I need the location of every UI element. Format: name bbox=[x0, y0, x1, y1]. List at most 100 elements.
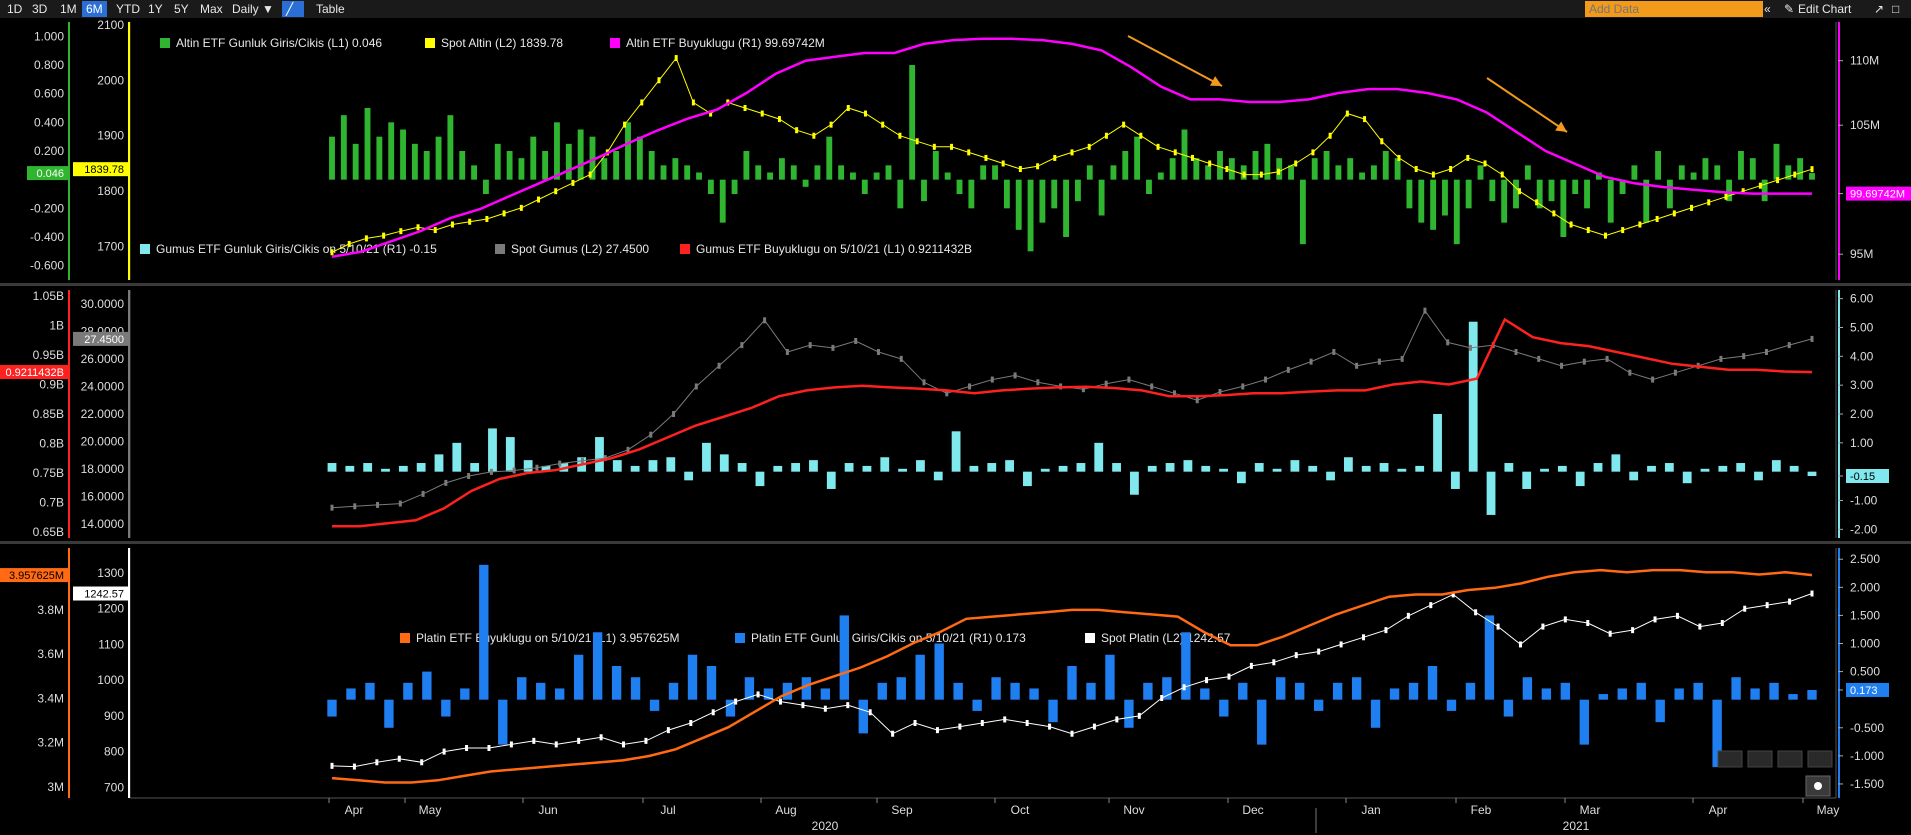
spot-candle bbox=[1025, 720, 1029, 726]
axis-tick-label: 2100 bbox=[97, 18, 124, 32]
edit-icon[interactable]: ✎ bbox=[1784, 2, 1795, 16]
axis-tick-label: 30.0000 bbox=[81, 297, 125, 311]
spot-candle bbox=[599, 734, 603, 741]
spot-candle bbox=[1081, 386, 1085, 393]
legend-entry: Spot Platin (L2) 1242.57 bbox=[1101, 631, 1231, 645]
inflow-bar bbox=[518, 158, 525, 180]
spot-candle bbox=[1127, 376, 1131, 383]
inflow-bar bbox=[536, 682, 546, 700]
spot-candle bbox=[1514, 349, 1518, 355]
range-5y-button[interactable]: 5Y bbox=[174, 2, 189, 16]
last-value-label: 1839.78 bbox=[84, 164, 124, 176]
spot-candle bbox=[1742, 353, 1746, 360]
inflow-bar bbox=[1086, 682, 1096, 700]
axis-tick-label: 0.7B bbox=[39, 496, 64, 510]
spot-candle bbox=[416, 224, 420, 231]
inflow-bar bbox=[1513, 179, 1519, 209]
popout-icon[interactable]: ↗ bbox=[1874, 2, 1885, 16]
spot-candle bbox=[854, 337, 858, 344]
spot-candle bbox=[1070, 149, 1074, 156]
spot-candle bbox=[1582, 358, 1586, 365]
spot-candle bbox=[1741, 188, 1745, 195]
inflow-bar bbox=[1754, 471, 1763, 481]
inflow-bar bbox=[826, 136, 833, 180]
spot-candle bbox=[1241, 383, 1245, 390]
chart-type-icon[interactable]: ╱ bbox=[282, 1, 304, 17]
axis-tick-label: 0.800 bbox=[34, 58, 64, 72]
inflow-bar bbox=[1308, 465, 1318, 472]
range-1y-button[interactable]: 1Y bbox=[148, 2, 163, 16]
spot-candle bbox=[1208, 160, 1212, 167]
spot-candle bbox=[1431, 171, 1435, 178]
inflow-bar bbox=[403, 682, 413, 700]
inflow-bar bbox=[934, 643, 944, 700]
panel-camera-dot bbox=[1814, 782, 1822, 790]
spot-candle bbox=[1182, 684, 1186, 691]
range-3d-button[interactable]: 3D bbox=[32, 2, 48, 16]
axis-tick-label: -1.500 bbox=[1850, 777, 1884, 791]
inflow-bar bbox=[1370, 165, 1377, 180]
axis-tick-label: 105M bbox=[1850, 118, 1880, 132]
inflow-bar bbox=[898, 468, 908, 472]
inflow-bar bbox=[1647, 465, 1656, 472]
axis-tick-label: 1B bbox=[49, 318, 64, 332]
inflow-bar bbox=[861, 179, 868, 194]
axis-bar-r1 bbox=[1838, 22, 1840, 280]
spot-candle bbox=[763, 317, 767, 324]
inflow-bar bbox=[1572, 179, 1579, 194]
inflow-bar bbox=[1051, 179, 1058, 209]
spot-candle bbox=[1018, 166, 1022, 173]
spot-candle bbox=[1569, 221, 1573, 228]
inflow-bar bbox=[565, 143, 572, 180]
year-label: 2020 bbox=[812, 819, 839, 833]
inflow-bar bbox=[1738, 151, 1744, 180]
axis-tick-label: 3.00 bbox=[1850, 378, 1874, 392]
inflow-bar bbox=[1584, 179, 1590, 209]
spot-candle bbox=[1628, 369, 1632, 376]
inflow-bar bbox=[1313, 699, 1324, 711]
inflow-bar bbox=[1427, 665, 1438, 700]
axis-tick-label: 1800 bbox=[97, 184, 124, 198]
range-1d-button[interactable]: 1D bbox=[7, 2, 23, 16]
period-dropdown[interactable]: Daily ▼ bbox=[232, 2, 274, 16]
inflow-bar bbox=[755, 471, 765, 487]
inflow-bar bbox=[1807, 689, 1817, 700]
spot-candle bbox=[958, 723, 962, 730]
range-max-button[interactable]: Max bbox=[200, 2, 223, 16]
spot-candle bbox=[1397, 154, 1401, 161]
spot-candle bbox=[1673, 369, 1677, 376]
inflow-bar bbox=[423, 151, 430, 180]
spot-candle bbox=[1653, 616, 1657, 623]
inflow-bar bbox=[398, 465, 408, 472]
spot-candle bbox=[657, 77, 661, 84]
inflow-bar bbox=[1005, 460, 1014, 472]
spot-candle bbox=[1651, 376, 1655, 383]
inflow-bar bbox=[1593, 463, 1603, 472]
spot-candle bbox=[1500, 171, 1504, 178]
spot-candle bbox=[467, 473, 471, 479]
spot-candle bbox=[623, 121, 627, 128]
range-1m-button[interactable]: 1M bbox=[60, 2, 77, 16]
spot-candle bbox=[990, 376, 994, 383]
range-6m-button[interactable]: 6M bbox=[82, 1, 107, 17]
inflow-bar bbox=[1027, 179, 1034, 252]
inflow-bar bbox=[844, 463, 854, 472]
spot-candle bbox=[1339, 641, 1343, 648]
inflow-bar bbox=[1522, 677, 1533, 700]
spot-candle bbox=[577, 737, 581, 744]
inflow-bar bbox=[980, 165, 987, 180]
table-button[interactable]: Table bbox=[316, 2, 345, 16]
x-tick-label: Jul bbox=[660, 803, 675, 817]
axis-bar-l2 bbox=[128, 290, 130, 538]
inflow-bar bbox=[1731, 677, 1741, 700]
spot-candle bbox=[1092, 723, 1096, 730]
collapse-icon[interactable]: « bbox=[1764, 2, 1771, 16]
range-ytd-button[interactable]: YTD bbox=[116, 2, 140, 16]
spot-candle bbox=[1787, 342, 1791, 349]
edit-chart-button[interactable]: Edit Chart bbox=[1798, 2, 1852, 16]
inflow-bar bbox=[684, 165, 691, 180]
inflow-bar bbox=[1504, 463, 1514, 472]
spot-candle bbox=[1249, 662, 1253, 669]
add-data-input[interactable] bbox=[1585, 1, 1763, 17]
settings-icon[interactable]: □ bbox=[1892, 2, 1900, 16]
